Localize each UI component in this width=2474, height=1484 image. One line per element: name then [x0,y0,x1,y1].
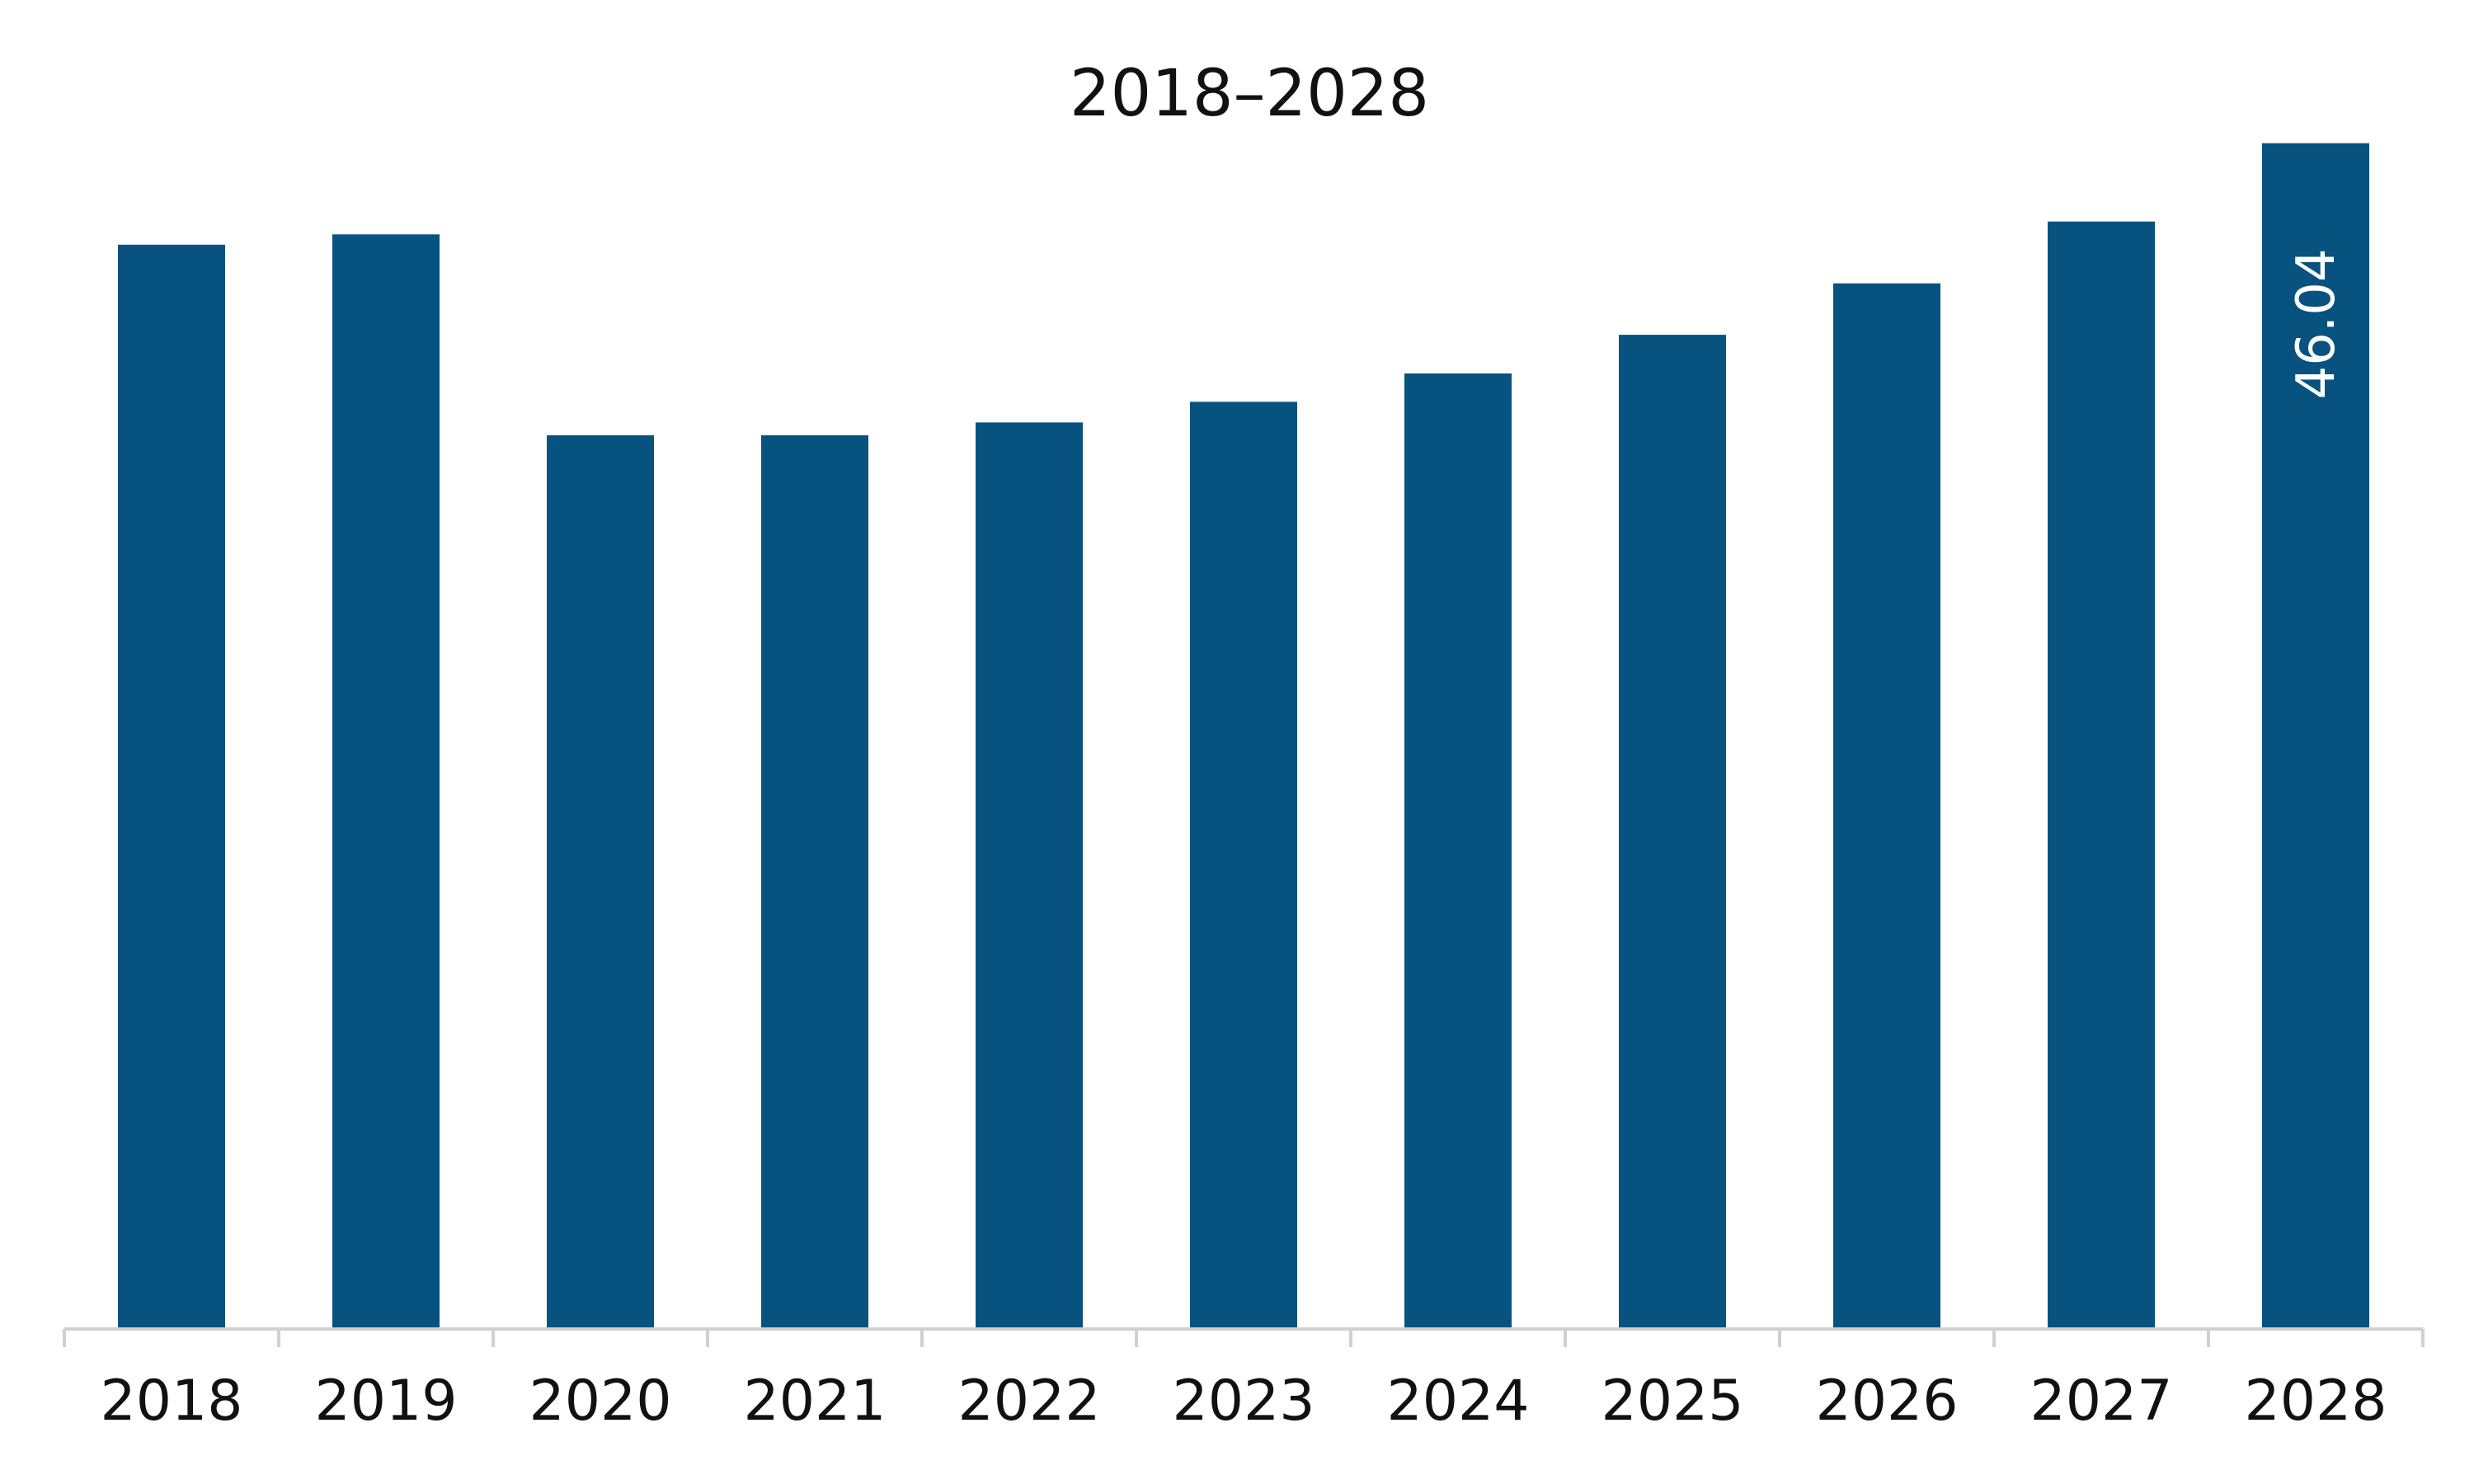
bars-layer [118,143,2369,1330]
x-tick-label-2026: 2026 [1815,1369,1958,1434]
x-tick-label-2022: 2022 [957,1369,1100,1434]
x-tick-label-2019: 2019 [314,1369,457,1434]
x-tick-label-2021: 2021 [743,1369,886,1434]
x-tick-label-2025: 2025 [1601,1369,1743,1434]
bar-2025 [1619,335,1726,1330]
bar-2028 [2262,143,2369,1330]
x-tick-label-2028: 2028 [2244,1369,2387,1434]
bar-2022 [976,422,1083,1329]
x-tick-label-2018: 2018 [100,1369,242,1434]
labels-layer: 2018 2019 2020 2021 2022 2023 2024 2025 2026 2027… [100,248,2387,1434]
bar-2019 [332,234,440,1329]
x-tick-label-2023: 2023 [1172,1369,1315,1434]
bar-2021 [761,435,868,1329]
bar-2026 [1833,283,1940,1330]
bar-2018 [118,244,225,1329]
x-tick-label-2027: 2027 [2030,1369,2172,1434]
bar-2020 [547,435,654,1329]
bar-2027 [2048,221,2155,1330]
bar-2023 [1190,402,1297,1329]
x-tick-label-2024: 2024 [1386,1369,1529,1434]
x-axis [63,1327,2425,1347]
bar-2024 [1404,373,1512,1329]
x-tick-label-2020: 2020 [529,1369,671,1434]
data-label-2028: 46.04 [2286,248,2347,399]
chart-title: 2018–2028 [1070,57,1429,131]
